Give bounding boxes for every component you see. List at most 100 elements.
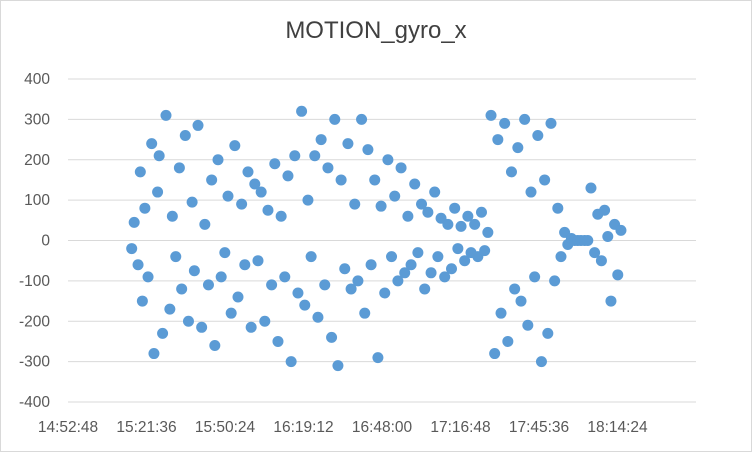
data-point xyxy=(242,166,254,178)
data-point xyxy=(475,206,487,218)
data-point xyxy=(499,117,511,129)
data-point xyxy=(275,210,287,222)
data-point xyxy=(142,271,154,283)
data-point xyxy=(455,220,467,232)
y-tick-label: -200 xyxy=(19,313,50,330)
data-point xyxy=(369,174,381,186)
data-point xyxy=(356,113,368,125)
data-point xyxy=(392,275,404,287)
chart-title: MOTION_gyro_x xyxy=(285,17,467,44)
data-point xyxy=(192,119,204,131)
data-point xyxy=(349,198,361,210)
y-tick-label: 400 xyxy=(24,71,50,88)
data-point xyxy=(555,251,567,263)
x-tick-label: 15:50:24 xyxy=(195,419,256,436)
gridlines xyxy=(68,78,696,403)
y-tick-label: 300 xyxy=(24,111,50,128)
data-point xyxy=(419,283,431,295)
data-point xyxy=(332,360,344,372)
y-tick-label: 200 xyxy=(24,152,50,169)
data-point xyxy=(229,140,241,152)
data-point xyxy=(166,210,178,222)
y-tick-label: -100 xyxy=(19,273,50,290)
data-point xyxy=(312,311,324,323)
x-tick-label: 14:52:48 xyxy=(38,419,98,436)
data-point xyxy=(402,210,414,222)
data-point xyxy=(502,335,514,347)
data-point xyxy=(134,166,146,178)
data-point xyxy=(535,356,547,368)
data-point xyxy=(196,321,208,333)
data-point xyxy=(512,142,524,154)
data-point xyxy=(482,226,494,238)
data-point xyxy=(139,202,151,214)
data-point xyxy=(262,204,274,216)
data-point xyxy=(532,130,544,142)
data-point xyxy=(202,279,214,291)
data-point xyxy=(285,356,297,368)
data-point xyxy=(164,303,176,315)
y-tick-label: -400 xyxy=(19,394,50,411)
data-point xyxy=(462,210,474,222)
x-tick-label: 18:14:24 xyxy=(587,419,648,436)
data-point xyxy=(522,319,534,331)
y-tick-label: 0 xyxy=(41,233,50,250)
data-point xyxy=(315,134,327,146)
data-point xyxy=(612,269,624,281)
data-point xyxy=(542,327,554,339)
data-point xyxy=(389,190,401,202)
data-point xyxy=(395,162,407,174)
data-point xyxy=(132,259,144,271)
data-point xyxy=(345,283,357,295)
data-point xyxy=(529,271,541,283)
data-point xyxy=(549,275,561,287)
data-point xyxy=(439,271,451,283)
data-point xyxy=(459,255,471,267)
data-point xyxy=(302,194,314,206)
data-point xyxy=(382,154,394,166)
data-point xyxy=(452,243,464,255)
data-point xyxy=(335,174,347,186)
data-point xyxy=(469,218,481,230)
data-point xyxy=(432,251,444,263)
data-point xyxy=(442,218,454,230)
data-point xyxy=(359,307,371,319)
data-points xyxy=(126,105,627,372)
data-point xyxy=(329,113,341,125)
data-point xyxy=(545,117,557,129)
data-point xyxy=(212,154,224,166)
data-point xyxy=(379,287,391,299)
data-point xyxy=(509,283,521,295)
y-tick-labels: 400 300 200 100 0 -100 -200 -300 -400 xyxy=(19,71,50,411)
data-point xyxy=(489,348,501,360)
data-point xyxy=(252,255,264,267)
data-point xyxy=(599,204,611,216)
data-point xyxy=(266,279,278,291)
data-point xyxy=(296,105,308,117)
x-tick-label: 15:21:36 xyxy=(116,419,176,436)
data-point xyxy=(173,162,185,174)
data-point xyxy=(365,259,377,271)
data-point xyxy=(525,186,537,198)
data-point xyxy=(299,299,311,311)
data-point xyxy=(339,263,351,275)
data-point xyxy=(153,150,165,162)
data-point xyxy=(222,190,234,202)
y-tick-label: -300 xyxy=(19,354,50,371)
data-point xyxy=(305,251,317,263)
data-point xyxy=(412,247,424,259)
data-point xyxy=(479,245,491,257)
data-point xyxy=(282,170,294,182)
data-point xyxy=(199,218,211,230)
data-point xyxy=(505,166,517,178)
y-tick-label: 100 xyxy=(24,192,50,209)
data-point xyxy=(326,331,338,343)
data-point xyxy=(232,291,244,303)
data-point xyxy=(128,216,140,228)
data-point xyxy=(272,335,284,347)
data-point xyxy=(188,265,200,277)
data-point xyxy=(179,130,191,142)
x-tick-label: 16:19:12 xyxy=(273,419,333,436)
